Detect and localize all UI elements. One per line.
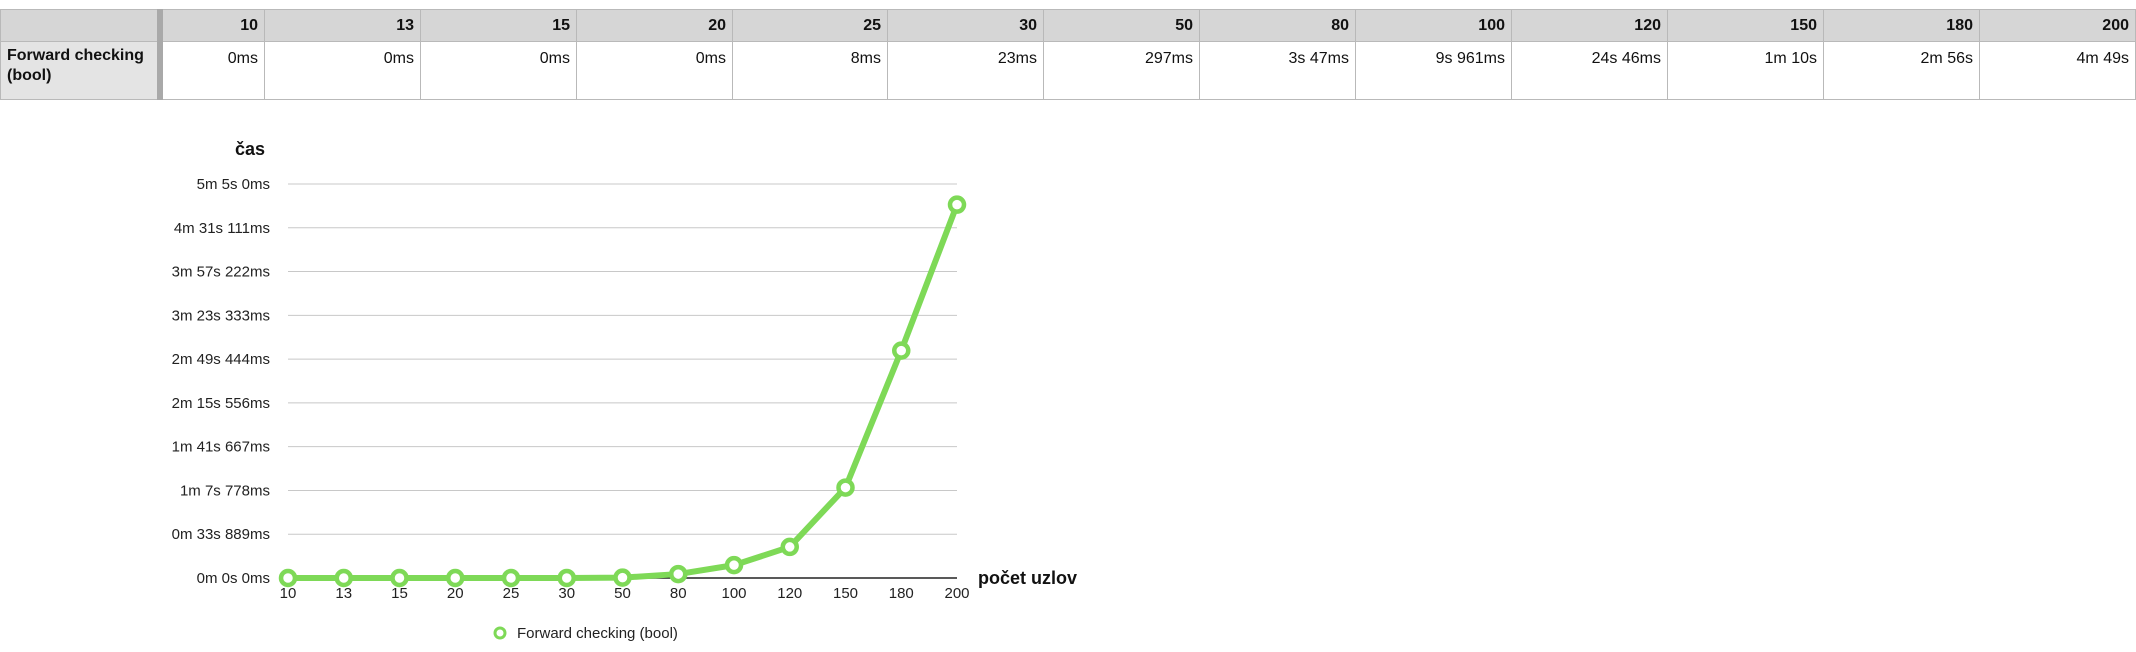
- data-point[interactable]: [836, 478, 855, 497]
- y-tick-label: 2m 49s 444ms: [172, 351, 270, 368]
- y-tick-label: 0m 0s 0ms: [197, 570, 270, 587]
- table-header-cell[interactable]: 50: [1043, 9, 1200, 42]
- table-cell[interactable]: 8ms: [732, 41, 888, 100]
- data-point[interactable]: [390, 568, 409, 588]
- data-point[interactable]: [613, 568, 632, 587]
- table-row: Forward checking (bool) 0ms 0ms 0ms 0ms …: [0, 41, 2136, 100]
- table-header-cell[interactable]: 25: [732, 9, 888, 42]
- x-tick-label: 180: [889, 585, 914, 602]
- table-cell[interactable]: 0ms: [264, 41, 421, 100]
- data-point[interactable]: [947, 195, 967, 214]
- x-tick-label: 120: [777, 585, 802, 602]
- series-line: [285, 201, 960, 581]
- x-tick-label: 30: [558, 585, 575, 602]
- table-cell[interactable]: 3s 47ms: [1199, 41, 1356, 100]
- table-cell[interactable]: 9s 961ms: [1355, 41, 1512, 100]
- legend: Forward checking (bool): [493, 625, 678, 642]
- data-point[interactable]: [724, 555, 744, 575]
- table-row-header[interactable]: Forward checking (bool): [0, 41, 163, 100]
- data-table: 10 13 15 20 25 30 50 80 100 120 150 180 …: [0, 9, 2136, 100]
- data-point[interactable]: [501, 568, 521, 588]
- x-tick-label: 200: [944, 585, 969, 602]
- table-corner-cell[interactable]: [0, 9, 163, 42]
- y-axis-tick-labels: 0m 0s 0ms 0m 33s 889ms 1m 7s 778ms 1m 41s 6…: [172, 176, 270, 587]
- x-tick-label: 13: [335, 585, 352, 602]
- table-header-cell[interactable]: 150: [1667, 9, 1824, 42]
- y-tick-label: 1m 7s 778ms: [180, 482, 270, 499]
- y-tick-label: 3m 23s 333ms: [172, 307, 270, 324]
- table-cell[interactable]: 0ms: [420, 41, 577, 100]
- table-cell[interactable]: 2m 56s: [1823, 41, 1980, 100]
- data-point[interactable]: [334, 568, 353, 588]
- table-header-cell[interactable]: 13: [264, 9, 421, 42]
- data-point[interactable]: [446, 568, 465, 588]
- table-cell[interactable]: 0ms: [576, 41, 733, 100]
- y-tick-label: 0m 33s 889ms: [172, 526, 270, 543]
- data-point[interactable]: [780, 537, 799, 557]
- legend-label: Forward checking (bool): [517, 625, 678, 642]
- table-cell[interactable]: 297ms: [1043, 41, 1200, 100]
- x-axis-title: počet uzlov: [978, 568, 1077, 588]
- x-tick-label: 15: [391, 585, 408, 602]
- table-cell[interactable]: 23ms: [887, 41, 1044, 100]
- y-tick-label: 5m 5s 0ms: [197, 176, 270, 193]
- y-tick-label: 4m 31s 111ms: [174, 220, 270, 237]
- grid-lines: [288, 183, 957, 535]
- y-axis-title: čas: [235, 139, 265, 159]
- y-tick-label: 3m 57s 222ms: [172, 264, 270, 281]
- table-cell[interactable]: 24s 46ms: [1511, 41, 1668, 100]
- data-point[interactable]: [278, 568, 298, 588]
- table-header-cell[interactable]: 100: [1355, 9, 1512, 42]
- y-tick-label: 1m 41s 667ms: [172, 439, 270, 456]
- x-tick-label: 150: [833, 585, 858, 602]
- x-tick-label: 50: [614, 585, 631, 602]
- x-tick-label: 20: [447, 585, 464, 602]
- table-header-cell[interactable]: 80: [1199, 9, 1356, 42]
- data-point[interactable]: [557, 568, 576, 588]
- table-header-cell[interactable]: 120: [1511, 9, 1668, 42]
- x-tick-label: 25: [503, 585, 520, 602]
- x-axis-tick-labels: 10 13 15 20 25 30 50 80 100 120 150 180 200: [280, 585, 970, 602]
- data-point[interactable]: [892, 341, 911, 360]
- table-header-cell[interactable]: 180: [1823, 9, 1980, 42]
- y-tick-label: 2m 15s 556ms: [172, 395, 270, 412]
- table-cell[interactable]: 4m 49s: [1979, 41, 2136, 100]
- x-tick-label: 80: [670, 585, 687, 602]
- series-forward-checking: [278, 195, 967, 588]
- x-tick-label: 100: [721, 585, 746, 602]
- table-cell[interactable]: 1m 10s: [1667, 41, 1824, 100]
- table-header-cell[interactable]: 15: [420, 9, 577, 42]
- legend-marker: [493, 626, 507, 640]
- x-tick-label: 10: [280, 585, 297, 602]
- data-point[interactable]: [669, 564, 688, 584]
